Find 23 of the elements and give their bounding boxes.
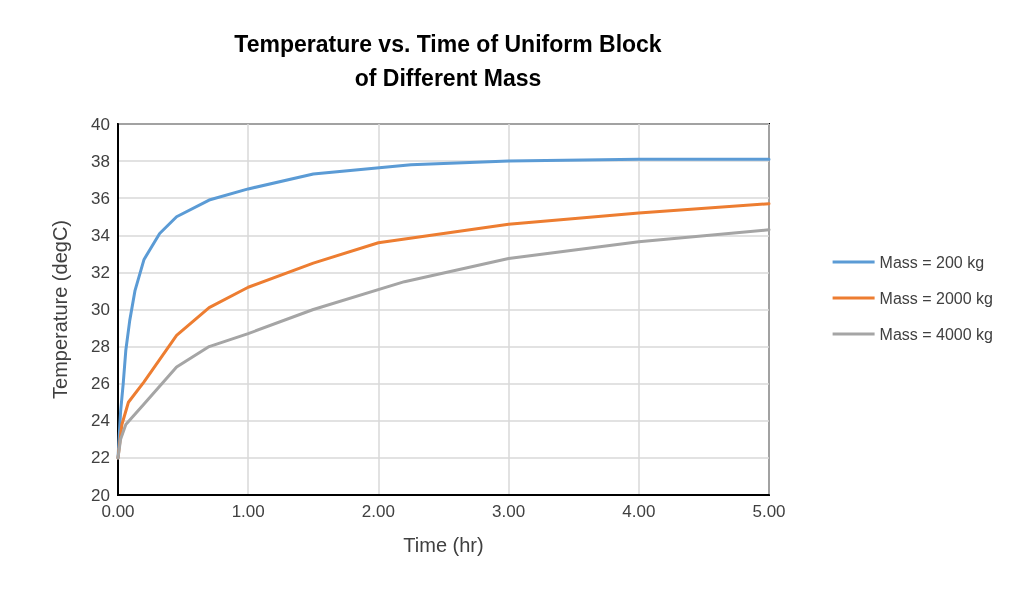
legend-label: Mass = 200 kg [879,253,985,271]
y-axis-title: Temperature (degC) [49,220,71,399]
x-tick-label: 3.00 [492,502,526,521]
y-tick-label: 28 [91,337,110,357]
chart-title: Temperature vs. Time of Uniform Block of Different Mass [234,31,662,91]
y-tick-label: 38 [91,151,110,171]
y-tick-label: 32 [91,262,110,282]
y-tick-label: 20 [91,485,110,505]
x-tick-label: 0.00 [101,502,135,521]
y-tick-label: 36 [91,188,110,208]
y-tick-label: 30 [91,300,110,319]
x-tick-label: 4.00 [622,502,656,521]
legend-label: Mass = 2000 kg [879,289,994,307]
y-tick-label: 26 [91,374,110,394]
y-tick-label: 34 [91,225,110,245]
x-tick-label: 5.00 [752,502,786,521]
x-tick-label: 2.00 [361,502,395,521]
y-tick-label: 24 [91,411,110,431]
x-tick-label: 1.00 [231,502,265,521]
y-tick-label: 22 [91,448,110,468]
legend-label: Mass = 4000 kg [879,325,994,343]
y-tick-label: 40 [91,114,110,134]
x-axis-title: Time (hr) [403,534,484,556]
